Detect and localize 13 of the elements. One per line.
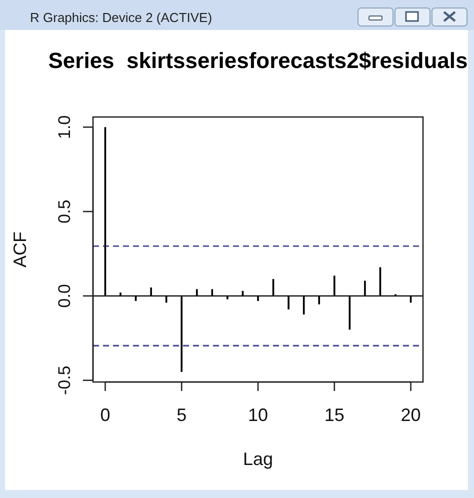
text: R Graphics: Device 2 (ACTIVE) [30, 10, 212, 25]
y-tick-label: 1.0 [55, 115, 74, 139]
y-tick-label: 0.5 [55, 200, 74, 224]
x-axis-title: Lag [242, 449, 274, 469]
y-axis-title: ACF [10, 231, 30, 268]
x-tick-label: 0 [100, 405, 110, 425]
x-tick-label: 20 [400, 405, 421, 425]
x-tick-label: 15 [324, 405, 344, 425]
y-tick-label: -0.5 [55, 366, 74, 395]
x-tick-label: 10 [248, 405, 268, 425]
y-tick-label: 0.0 [55, 284, 74, 308]
chart-title: Series skirtsseriesforecasts2$residuals [48, 48, 468, 73]
x-tick-label: 5 [176, 405, 187, 425]
